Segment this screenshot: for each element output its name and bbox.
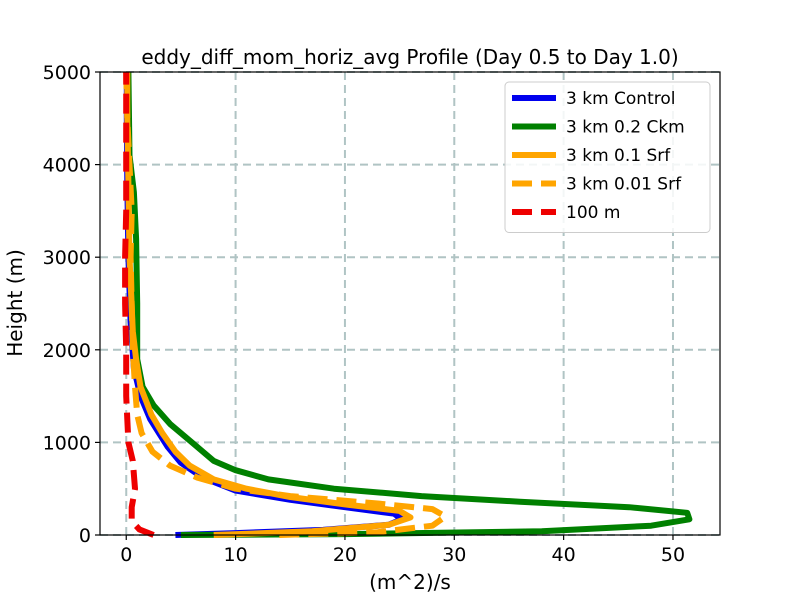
y-tick-label: 5000: [43, 62, 91, 84]
x-tick-label: 10: [223, 544, 247, 566]
legend-box: [504, 81, 711, 233]
series-line-5: [122, 72, 155, 538]
legend-label: 3 km 0.01 Srf: [566, 175, 682, 195]
y-tick-label: 1000: [43, 432, 91, 454]
series-line-4: [123, 71, 449, 538]
x-tick-label: 50: [661, 544, 685, 566]
x-tick-label: 30: [442, 544, 466, 566]
series-line-2: [125, 71, 693, 538]
ticks: 0 10 20 30 40 50 0 1000 2000 3000 4000 5000: [43, 62, 685, 566]
plot-frame: [99, 71, 721, 536]
legend: 3 km Control 3 km 0.2 Ckm 3 km 0.1 Srf 3 km…: [504, 81, 711, 233]
legend-label: 3 km 0.1 Srf: [566, 146, 671, 166]
series-layer: [122, 71, 693, 538]
legend-label: 100 m: [566, 203, 620, 223]
y-tick-label: 2000: [43, 340, 91, 362]
y-tick-label: 3000: [43, 247, 91, 269]
y-tick-label: 0: [79, 525, 91, 547]
legend-label: 3 km Control: [566, 89, 675, 109]
x-tick-label: 0: [120, 544, 132, 566]
y-axis-label: Height (m): [3, 249, 27, 357]
x-tick-label: 20: [333, 544, 357, 566]
chart-title: eddy_diff_mom_horiz_avg Profile (Day 0.5…: [141, 45, 678, 69]
y-tick-label: 4000: [43, 155, 91, 177]
series-line-3: [124, 72, 414, 538]
x-axis-label: (m^2)/s: [369, 570, 451, 594]
x-tick-label: 40: [552, 544, 576, 566]
legend-label: 3 km 0.2 Ckm: [566, 118, 685, 138]
